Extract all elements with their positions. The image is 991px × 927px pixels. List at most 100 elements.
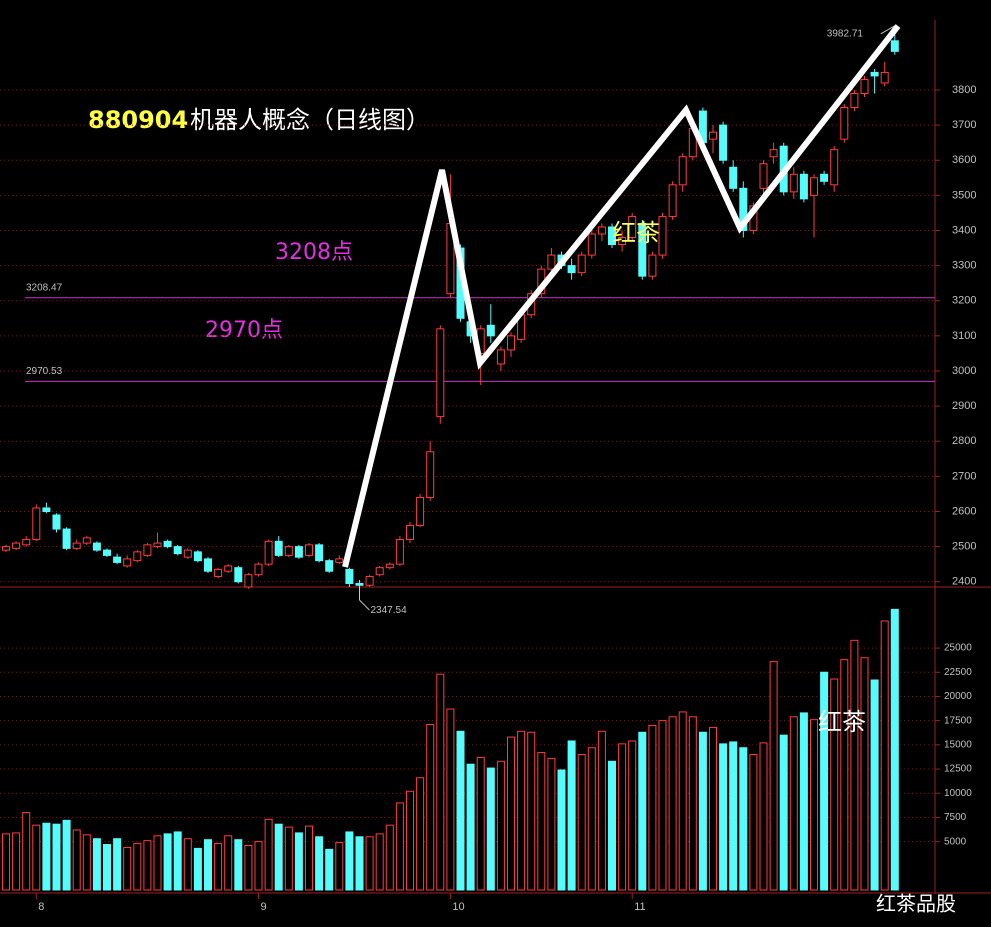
bar <box>163 833 172 891</box>
candle-body <box>739 187 748 231</box>
candle-body <box>163 540 172 548</box>
bar <box>557 769 566 891</box>
candle-body <box>577 254 586 274</box>
candle-body <box>153 542 162 548</box>
candle-body <box>335 558 344 563</box>
bar <box>355 836 364 891</box>
candle-body <box>860 78 869 94</box>
bar <box>850 639 859 891</box>
label-pointer <box>880 25 896 35</box>
bar <box>870 679 879 891</box>
candle-body <box>82 537 91 544</box>
bar <box>426 724 435 891</box>
bar <box>547 757 556 891</box>
bar <box>688 716 697 891</box>
candle-body <box>52 514 61 530</box>
bar <box>315 836 324 891</box>
bar <box>799 712 808 891</box>
x-tick-label: 9 <box>261 901 267 913</box>
y-tick-label: 2800 <box>952 435 976 447</box>
bar <box>345 831 354 891</box>
bar <box>496 760 505 891</box>
bar <box>72 829 81 891</box>
candle-body <box>486 324 495 337</box>
candle-body <box>254 563 263 576</box>
candle-body <box>204 558 212 572</box>
y-tick-label: 12500 <box>944 764 972 775</box>
candle-body <box>214 568 223 577</box>
bar <box>698 731 707 891</box>
candle-body <box>395 539 404 565</box>
y-tick-label: 2400 <box>952 576 976 588</box>
bar <box>375 833 384 891</box>
candle-body <box>648 254 657 277</box>
bar <box>446 708 455 891</box>
y-tick-label: 3100 <box>952 330 976 342</box>
candle-body <box>880 71 889 84</box>
watermark-text: 红茶 <box>612 219 660 247</box>
bar <box>305 825 313 891</box>
candle-body <box>436 328 445 418</box>
bar <box>12 832 21 891</box>
bar <box>456 730 465 891</box>
candle-body <box>830 149 839 186</box>
candle-body <box>42 507 51 512</box>
candle-body <box>113 556 122 563</box>
watermark-text: 红茶 <box>818 708 866 736</box>
bar <box>810 719 818 891</box>
candle-body <box>365 575 374 586</box>
label-pointer <box>359 599 370 611</box>
trend-annotation <box>342 24 901 568</box>
candle-body <box>234 567 243 583</box>
candle-body <box>608 226 616 246</box>
bar <box>294 832 303 891</box>
y-tick-label: 5000 <box>944 836 967 847</box>
reference-label: 3208.47 <box>26 282 63 293</box>
candle-body <box>618 237 627 246</box>
candle-body <box>62 528 71 549</box>
bar <box>42 822 51 891</box>
y-tick-label: 10000 <box>944 788 972 799</box>
bar <box>234 839 243 891</box>
price-pane: 2400 2500 2600 2700 2800 2900 3000 3100 3200 3300… <box>0 25 976 616</box>
chart-code: 880904 <box>88 106 188 134</box>
candle-body <box>22 539 31 546</box>
candle-body <box>810 177 818 196</box>
candle-body <box>143 544 152 556</box>
y-tick-label: 2600 <box>952 505 976 517</box>
candle-body <box>840 107 849 140</box>
y-tick-label: 2500 <box>952 541 976 553</box>
y-tick-label: 3500 <box>952 189 976 201</box>
candle-body <box>597 226 606 235</box>
bar <box>335 842 344 891</box>
bar <box>224 835 233 891</box>
bar <box>22 812 31 891</box>
bar <box>143 840 152 891</box>
x-tick-label: 8 <box>38 901 44 913</box>
candle-body <box>658 215 667 256</box>
y-tick-label: 3400 <box>952 224 976 236</box>
bar <box>204 839 212 891</box>
y-tick-label: 7500 <box>944 812 967 823</box>
candle-body <box>709 131 717 140</box>
bar <box>597 730 606 891</box>
bar <box>214 843 223 891</box>
candle-body <box>416 496 425 527</box>
candle-body <box>315 544 324 562</box>
bar <box>325 848 334 891</box>
y-tick-label: 15000 <box>944 739 972 750</box>
bar <box>284 826 293 891</box>
annotation: 3208点 <box>275 240 353 265</box>
bar <box>193 847 202 891</box>
y-tick-label: 3700 <box>952 119 976 131</box>
y-tick-label: 20000 <box>944 691 972 702</box>
candle-body <box>678 156 687 186</box>
candle-body <box>133 551 142 562</box>
candle-body <box>426 451 435 498</box>
bar <box>587 747 596 891</box>
candle-body <box>567 265 576 274</box>
bar <box>476 756 485 891</box>
candle-body <box>12 542 21 549</box>
candle-body <box>92 542 101 551</box>
